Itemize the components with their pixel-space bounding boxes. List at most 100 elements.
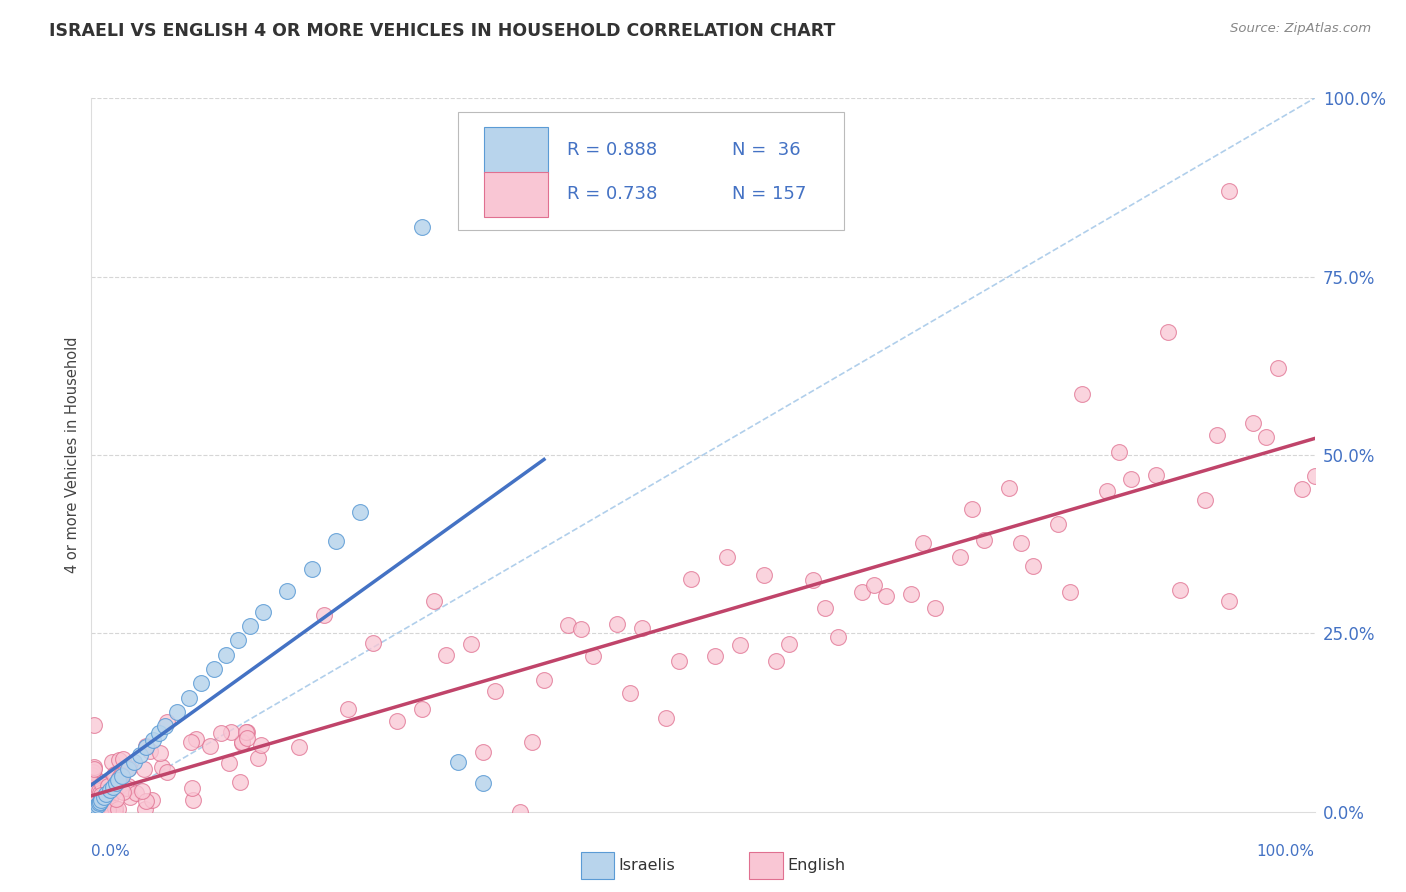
Point — [149, 746, 172, 760]
Point — [82, 805, 104, 819]
Point — [1303, 469, 1326, 483]
Point — [82, 768, 104, 782]
Point — [103, 784, 125, 798]
Point — [83, 803, 105, 817]
Point — [765, 654, 787, 668]
Text: R = 0.888: R = 0.888 — [567, 141, 658, 159]
Point — [101, 755, 124, 769]
Point — [134, 801, 156, 815]
FancyBboxPatch shape — [484, 128, 548, 173]
Point — [104, 805, 127, 819]
FancyBboxPatch shape — [458, 112, 844, 230]
Point — [1059, 585, 1081, 599]
Point — [1254, 429, 1277, 443]
Point — [801, 574, 824, 588]
Point — [97, 803, 120, 817]
Point — [82, 765, 104, 780]
Point — [1157, 325, 1180, 339]
Text: R = 0.738: R = 0.738 — [567, 186, 658, 203]
Point — [96, 795, 118, 809]
Point — [83, 782, 105, 797]
Point — [973, 533, 995, 548]
Point — [83, 760, 105, 774]
Point — [1243, 416, 1265, 430]
Point — [150, 759, 173, 773]
Point — [179, 690, 201, 705]
Text: N =  36: N = 36 — [733, 141, 801, 159]
Point — [239, 619, 262, 633]
Point — [103, 780, 125, 794]
Point — [107, 802, 129, 816]
Point — [114, 761, 136, 775]
Point — [460, 637, 482, 651]
Point — [129, 747, 152, 762]
Point — [1046, 516, 1069, 531]
Point — [115, 780, 138, 795]
Point — [84, 797, 107, 812]
Point — [82, 796, 104, 810]
Point — [83, 782, 105, 797]
Point — [104, 804, 127, 818]
Point — [778, 637, 800, 651]
Point — [1291, 482, 1313, 496]
Point — [520, 735, 543, 749]
Point — [209, 725, 232, 739]
Point — [97, 776, 120, 790]
Point — [533, 673, 555, 688]
Point — [679, 572, 702, 586]
Text: 0.0%: 0.0% — [91, 844, 131, 859]
Point — [423, 594, 446, 608]
Point — [89, 805, 111, 819]
Point — [156, 714, 179, 729]
Point — [301, 562, 323, 576]
Point — [90, 788, 112, 802]
Point — [851, 585, 873, 599]
Point — [337, 702, 360, 716]
Point — [411, 702, 433, 716]
Point — [84, 801, 107, 815]
Point — [87, 803, 110, 817]
Point — [104, 800, 127, 814]
Point — [80, 771, 103, 785]
Point — [215, 648, 238, 662]
Point — [218, 756, 240, 771]
Point — [998, 481, 1021, 495]
Text: Source: ZipAtlas.com: Source: ZipAtlas.com — [1230, 22, 1371, 36]
Point — [91, 799, 114, 814]
Point — [349, 505, 371, 519]
Point — [235, 724, 257, 739]
Point — [447, 755, 470, 769]
Point — [190, 676, 212, 690]
Point — [107, 772, 129, 787]
Point — [98, 805, 121, 819]
Point — [104, 767, 127, 781]
Point — [1218, 594, 1240, 608]
Point — [96, 796, 118, 810]
Point — [900, 587, 922, 601]
Point — [98, 783, 121, 797]
Point — [103, 767, 125, 781]
Point — [80, 797, 103, 811]
Point — [83, 797, 105, 812]
Text: ISRAELI VS ENGLISH 4 OR MORE VEHICLES IN HOUSEHOLD CORRELATION CHART: ISRAELI VS ENGLISH 4 OR MORE VEHICLES IN… — [49, 22, 835, 40]
Point — [231, 735, 253, 749]
Point — [90, 791, 112, 805]
Point — [200, 739, 222, 753]
Point — [1144, 467, 1167, 482]
Point — [863, 578, 886, 592]
Point — [180, 735, 202, 749]
Text: Israelis: Israelis — [619, 858, 675, 872]
Point — [484, 684, 506, 698]
Point — [112, 752, 135, 766]
Point — [704, 648, 727, 663]
Point — [90, 793, 112, 807]
Point — [325, 533, 347, 548]
Point — [716, 550, 738, 565]
Point — [288, 740, 311, 755]
Point — [141, 793, 163, 807]
Point — [148, 726, 170, 740]
Point — [960, 502, 983, 516]
Point — [111, 769, 134, 783]
Point — [108, 753, 131, 767]
Point — [250, 738, 273, 752]
